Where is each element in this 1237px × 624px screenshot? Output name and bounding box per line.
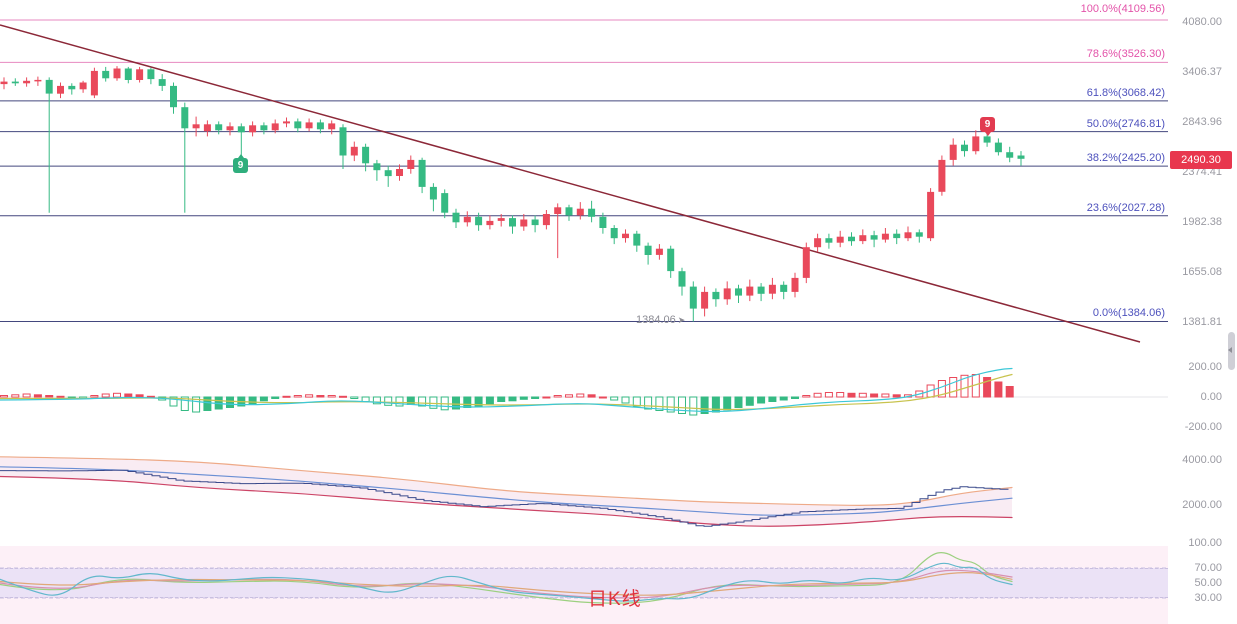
axis-main-1381: 1381.81 — [1182, 316, 1222, 328]
timeframe-watermark: 日K线 — [588, 589, 642, 610]
axis-boll-2000: 2000.00 — [1182, 499, 1222, 511]
axis-macd-200: 200.00 — [1188, 361, 1222, 373]
axis-kdj-100: 100.00 — [1188, 537, 1222, 549]
fib-label-382: 38.2%(2425.20) — [1086, 152, 1165, 164]
arrow-right-icon: ➤ — [677, 315, 686, 325]
axis-macd-0: 0.00 — [1200, 391, 1222, 403]
td9-sell-marker: 9 — [980, 117, 995, 136]
axis-main-4080: 4080.00 — [1182, 16, 1222, 28]
axis-kdj-30: 30.00 — [1194, 592, 1222, 604]
td9-buy-marker: 9 — [233, 154, 248, 173]
fib-label-236: 23.6%(2027.28) — [1086, 202, 1165, 214]
axis-main-2843: 2843.96 — [1182, 116, 1222, 128]
current-price-badge: 2490.30 — [1170, 151, 1232, 169]
fib-label-618: 61.8%(3068.42) — [1086, 87, 1165, 99]
axis-main-2374: 2374.41 — [1182, 166, 1222, 178]
axis-main-1982: 1982.38 — [1182, 216, 1222, 228]
axis-macd-n200: -200.00 — [1184, 421, 1222, 433]
fib-label-0: 0.0%(1384.06) — [1092, 307, 1165, 319]
axis-kdj-70: 70.00 — [1194, 562, 1222, 574]
low-point-value: 1384.06 — [636, 314, 676, 326]
axis-main-1655: 1655.08 — [1182, 266, 1222, 278]
axis-boll-4000: 4000.00 — [1182, 454, 1222, 466]
low-point-label: 1384.06 ➤ — [636, 314, 685, 326]
axis-main-3406: 3406.37 — [1182, 66, 1222, 78]
fib-label-100: 100.0%(4109.56) — [1080, 3, 1165, 15]
scrollbar-handle[interactable] — [1228, 332, 1235, 370]
fib-label-500: 50.0%(2746.81) — [1086, 118, 1165, 130]
fib-label-786: 78.6%(3526.30) — [1086, 48, 1165, 60]
axis-kdj-50: 50.00 — [1194, 577, 1222, 589]
